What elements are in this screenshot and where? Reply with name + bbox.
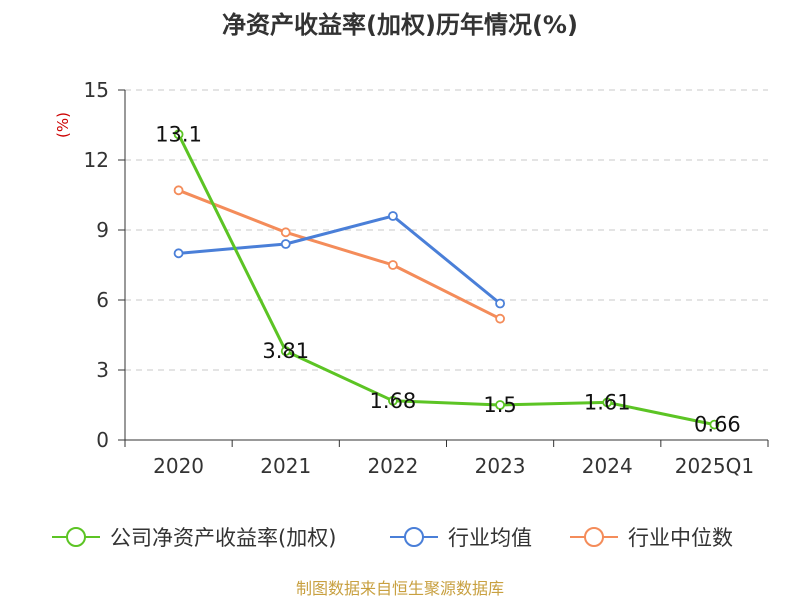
data-point: [495, 313, 505, 324]
legend-marker: [404, 527, 424, 547]
data-point: [280, 227, 291, 238]
x-tick-label: 2024: [582, 454, 633, 478]
data-label: 13.1: [155, 122, 202, 146]
legend-label: 行业中位数: [628, 526, 733, 550]
x-tick-label: 2020: [153, 454, 204, 478]
data-point: [280, 346, 291, 357]
data-label: 1.5: [483, 393, 516, 417]
tick-labels: 0 3 6 9 12 15 2020 2021 2022 2023 2024 2025Q1: [84, 78, 755, 478]
series-line: [178, 188, 501, 321]
data-point: [495, 298, 505, 309]
y-tick-label: 12: [84, 148, 109, 172]
series-group: 13.1 3.81 1.68 1.5 1.61 0.66: [155, 122, 741, 436]
data-label: 1.61: [584, 390, 631, 414]
data-point: [173, 129, 184, 140]
data-point: [602, 397, 613, 408]
data-label: 1.68: [370, 389, 417, 413]
data-point: [388, 260, 398, 270]
series-line: [178, 214, 502, 305]
series-line: [177, 133, 715, 427]
x-tick-label: 2023: [475, 454, 526, 478]
legend-marker: [584, 527, 604, 547]
chart-title: 净资产收益率(加权)历年情况(%): [222, 11, 578, 39]
data-point: [173, 185, 184, 196]
y-tick-label: 6: [96, 288, 109, 312]
data-point: [495, 400, 505, 410]
x-tick-label: 2025Q1: [675, 454, 754, 478]
y-tick-label: 0: [96, 428, 109, 452]
y-tick-label: 3: [96, 358, 109, 382]
data-point: [388, 211, 398, 221]
grid-lines: [125, 89, 768, 371]
legend-marker: [66, 527, 86, 547]
legend-label: 行业均值: [448, 526, 532, 550]
axes: [118, 89, 769, 447]
data-point: [388, 395, 398, 406]
data-label: 3.81: [262, 339, 309, 363]
data-source-note: 制图数据来自恒生聚源数据库: [296, 579, 504, 598]
data-point: [173, 248, 184, 259]
x-tick-label: 2022: [367, 454, 418, 478]
x-tick-label: 2021: [260, 454, 311, 478]
y-tick-label: 9: [96, 218, 109, 242]
y-axis-label: (%): [54, 112, 72, 138]
legend: 公司净资产收益率(加权) 行业均值 行业中位数: [52, 526, 733, 550]
y-tick-label: 15: [84, 78, 109, 102]
data-label: 0.66: [694, 413, 741, 437]
data-point: [709, 419, 720, 430]
legend-label: 公司净资产收益率(加权): [110, 526, 336, 550]
data-point: [280, 239, 291, 249]
